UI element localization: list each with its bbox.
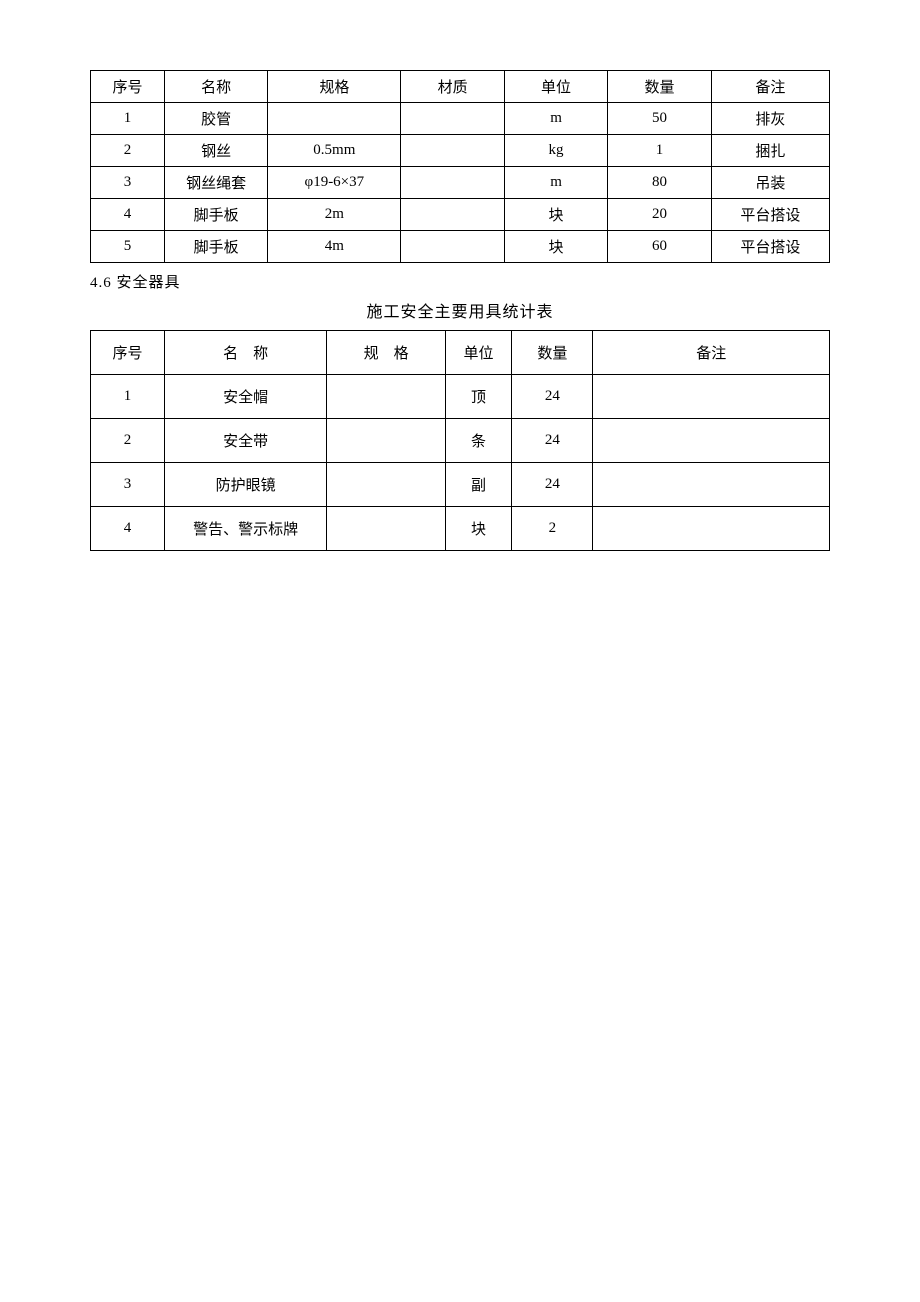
cell-spec: 2m [268,199,401,231]
cell-name: 安全带 [164,419,327,463]
cell-qty: 20 [608,199,711,231]
cell-name: 安全帽 [164,375,327,419]
table-row: 2 安全带 条 24 [91,419,830,463]
header-unit: 单位 [445,331,512,375]
cell-material [401,135,504,167]
cell-name: 防护眼镜 [164,463,327,507]
cell-qty: 24 [512,419,593,463]
cell-name: 钢丝 [164,135,267,167]
safety-equipment-table: 序号 名 称 规 格 单位 数量 备注 1 安全帽 顶 24 2 安全带 条 2… [90,330,830,551]
cell-seq: 5 [91,231,165,263]
header-qty: 数量 [512,331,593,375]
cell-qty: 24 [512,463,593,507]
materials-table: 序号 名称 规格 材质 单位 数量 备注 1 胶管 m 50 排灰 2 钢丝 0… [90,70,830,263]
cell-spec [327,375,445,419]
cell-note [593,507,830,551]
table-row: 1 安全帽 顶 24 [91,375,830,419]
header-qty: 数量 [608,71,711,103]
cell-qty: 1 [608,135,711,167]
table-row: 1 胶管 m 50 排灰 [91,103,830,135]
cell-note: 吊装 [711,167,829,199]
cell-note: 捆扎 [711,135,829,167]
section-label: 4.6 安全器具 [90,271,830,292]
cell-qty: 50 [608,103,711,135]
table-header-row: 序号 名 称 规 格 单位 数量 备注 [91,331,830,375]
cell-qty: 80 [608,167,711,199]
cell-unit: 顶 [445,375,512,419]
cell-unit: 块 [504,231,607,263]
cell-unit: m [504,167,607,199]
cell-material [401,103,504,135]
cell-qty: 24 [512,375,593,419]
header-note: 备注 [593,331,830,375]
header-name: 名 称 [164,331,327,375]
cell-note: 平台搭设 [711,199,829,231]
cell-note [593,463,830,507]
cell-seq: 4 [91,199,165,231]
cell-qty: 60 [608,231,711,263]
cell-name: 钢丝绳套 [164,167,267,199]
cell-note [593,419,830,463]
table2-title: 施工安全主要用具统计表 [90,298,830,322]
cell-unit: kg [504,135,607,167]
table-row: 3 防护眼镜 副 24 [91,463,830,507]
cell-spec: 4m [268,231,401,263]
cell-spec [327,419,445,463]
cell-unit: m [504,103,607,135]
cell-seq: 2 [91,419,165,463]
cell-material [401,199,504,231]
cell-spec [327,463,445,507]
cell-spec [327,507,445,551]
cell-qty: 2 [512,507,593,551]
header-note: 备注 [711,71,829,103]
table-row: 5 脚手板 4m 块 60 平台搭设 [91,231,830,263]
cell-spec [268,103,401,135]
table-header-row: 序号 名称 规格 材质 单位 数量 备注 [91,71,830,103]
cell-seq: 3 [91,463,165,507]
cell-seq: 2 [91,135,165,167]
cell-note: 平台搭设 [711,231,829,263]
cell-seq: 1 [91,103,165,135]
header-unit: 单位 [504,71,607,103]
cell-note [593,375,830,419]
cell-unit: 副 [445,463,512,507]
cell-unit: 块 [504,199,607,231]
header-seq: 序号 [91,71,165,103]
cell-material [401,167,504,199]
table-row: 3 钢丝绳套 φ19-6×37 m 80 吊装 [91,167,830,199]
header-spec: 规格 [268,71,401,103]
table-row: 4 脚手板 2m 块 20 平台搭设 [91,199,830,231]
header-name: 名称 [164,71,267,103]
header-spec: 规 格 [327,331,445,375]
table-row: 4 警告、警示标牌 块 2 [91,507,830,551]
cell-spec: 0.5mm [268,135,401,167]
cell-note: 排灰 [711,103,829,135]
cell-seq: 4 [91,507,165,551]
cell-name: 胶管 [164,103,267,135]
table-row: 2 钢丝 0.5mm kg 1 捆扎 [91,135,830,167]
cell-seq: 3 [91,167,165,199]
cell-unit: 条 [445,419,512,463]
cell-seq: 1 [91,375,165,419]
header-material: 材质 [401,71,504,103]
cell-spec: φ19-6×37 [268,167,401,199]
header-seq: 序号 [91,331,165,375]
cell-name: 脚手板 [164,231,267,263]
cell-material [401,231,504,263]
cell-unit: 块 [445,507,512,551]
cell-name: 脚手板 [164,199,267,231]
cell-name: 警告、警示标牌 [164,507,327,551]
